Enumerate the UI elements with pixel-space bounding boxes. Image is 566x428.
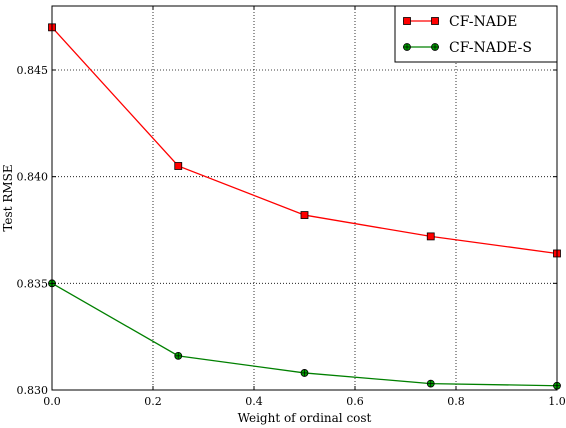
legend-box: [394, 5, 558, 63]
x-tick-label: 0.0: [43, 395, 61, 408]
x-tick-label: 0.6: [346, 395, 364, 408]
x-tick-label: 0.4: [245, 395, 263, 408]
series-cf-nade-s: [48, 279, 561, 390]
data-point: [426, 232, 435, 241]
plot-area-frame: [51, 5, 558, 391]
data-point: [300, 369, 309, 377]
x-axis-label: Weight of ordinal cost: [238, 411, 372, 425]
data-point: [300, 211, 309, 219]
legend-label: CF-NADE-S: [449, 40, 532, 56]
x-axis: 0.0 0.2 0.4 0.6 0.8 1.0: [43, 6, 566, 408]
legend-marker: [431, 17, 439, 25]
legend-entry: CF-NADE: [403, 14, 517, 30]
legend-marker: [431, 43, 439, 51]
legend: CF-NADE CF-NADE-S: [394, 5, 558, 63]
legend-label: CF-NADE: [449, 14, 517, 30]
x-tick-label: 1.0: [548, 395, 566, 408]
x-tick-label: 0.2: [144, 395, 162, 408]
data-point: [426, 379, 435, 388]
series-layer: [48, 23, 561, 390]
legend-entry: CF-NADE-S: [403, 40, 532, 56]
y-axis-label: Test RMSE: [1, 164, 15, 231]
y-tick-label: 0.835: [17, 277, 49, 290]
y-axis: 0.830 0.835 0.840 0.845: [17, 64, 557, 397]
data-point: [174, 351, 183, 360]
y-tick-label: 0.830: [17, 384, 49, 397]
y-tick-label: 0.840: [17, 171, 49, 184]
legend-marker: [403, 17, 411, 25]
data-point: [174, 162, 183, 170]
x-tick-label: 0.8: [447, 395, 465, 408]
legend-marker: [403, 43, 411, 51]
y-tick-label: 0.845: [17, 64, 49, 77]
grid-lines: [52, 6, 557, 390]
